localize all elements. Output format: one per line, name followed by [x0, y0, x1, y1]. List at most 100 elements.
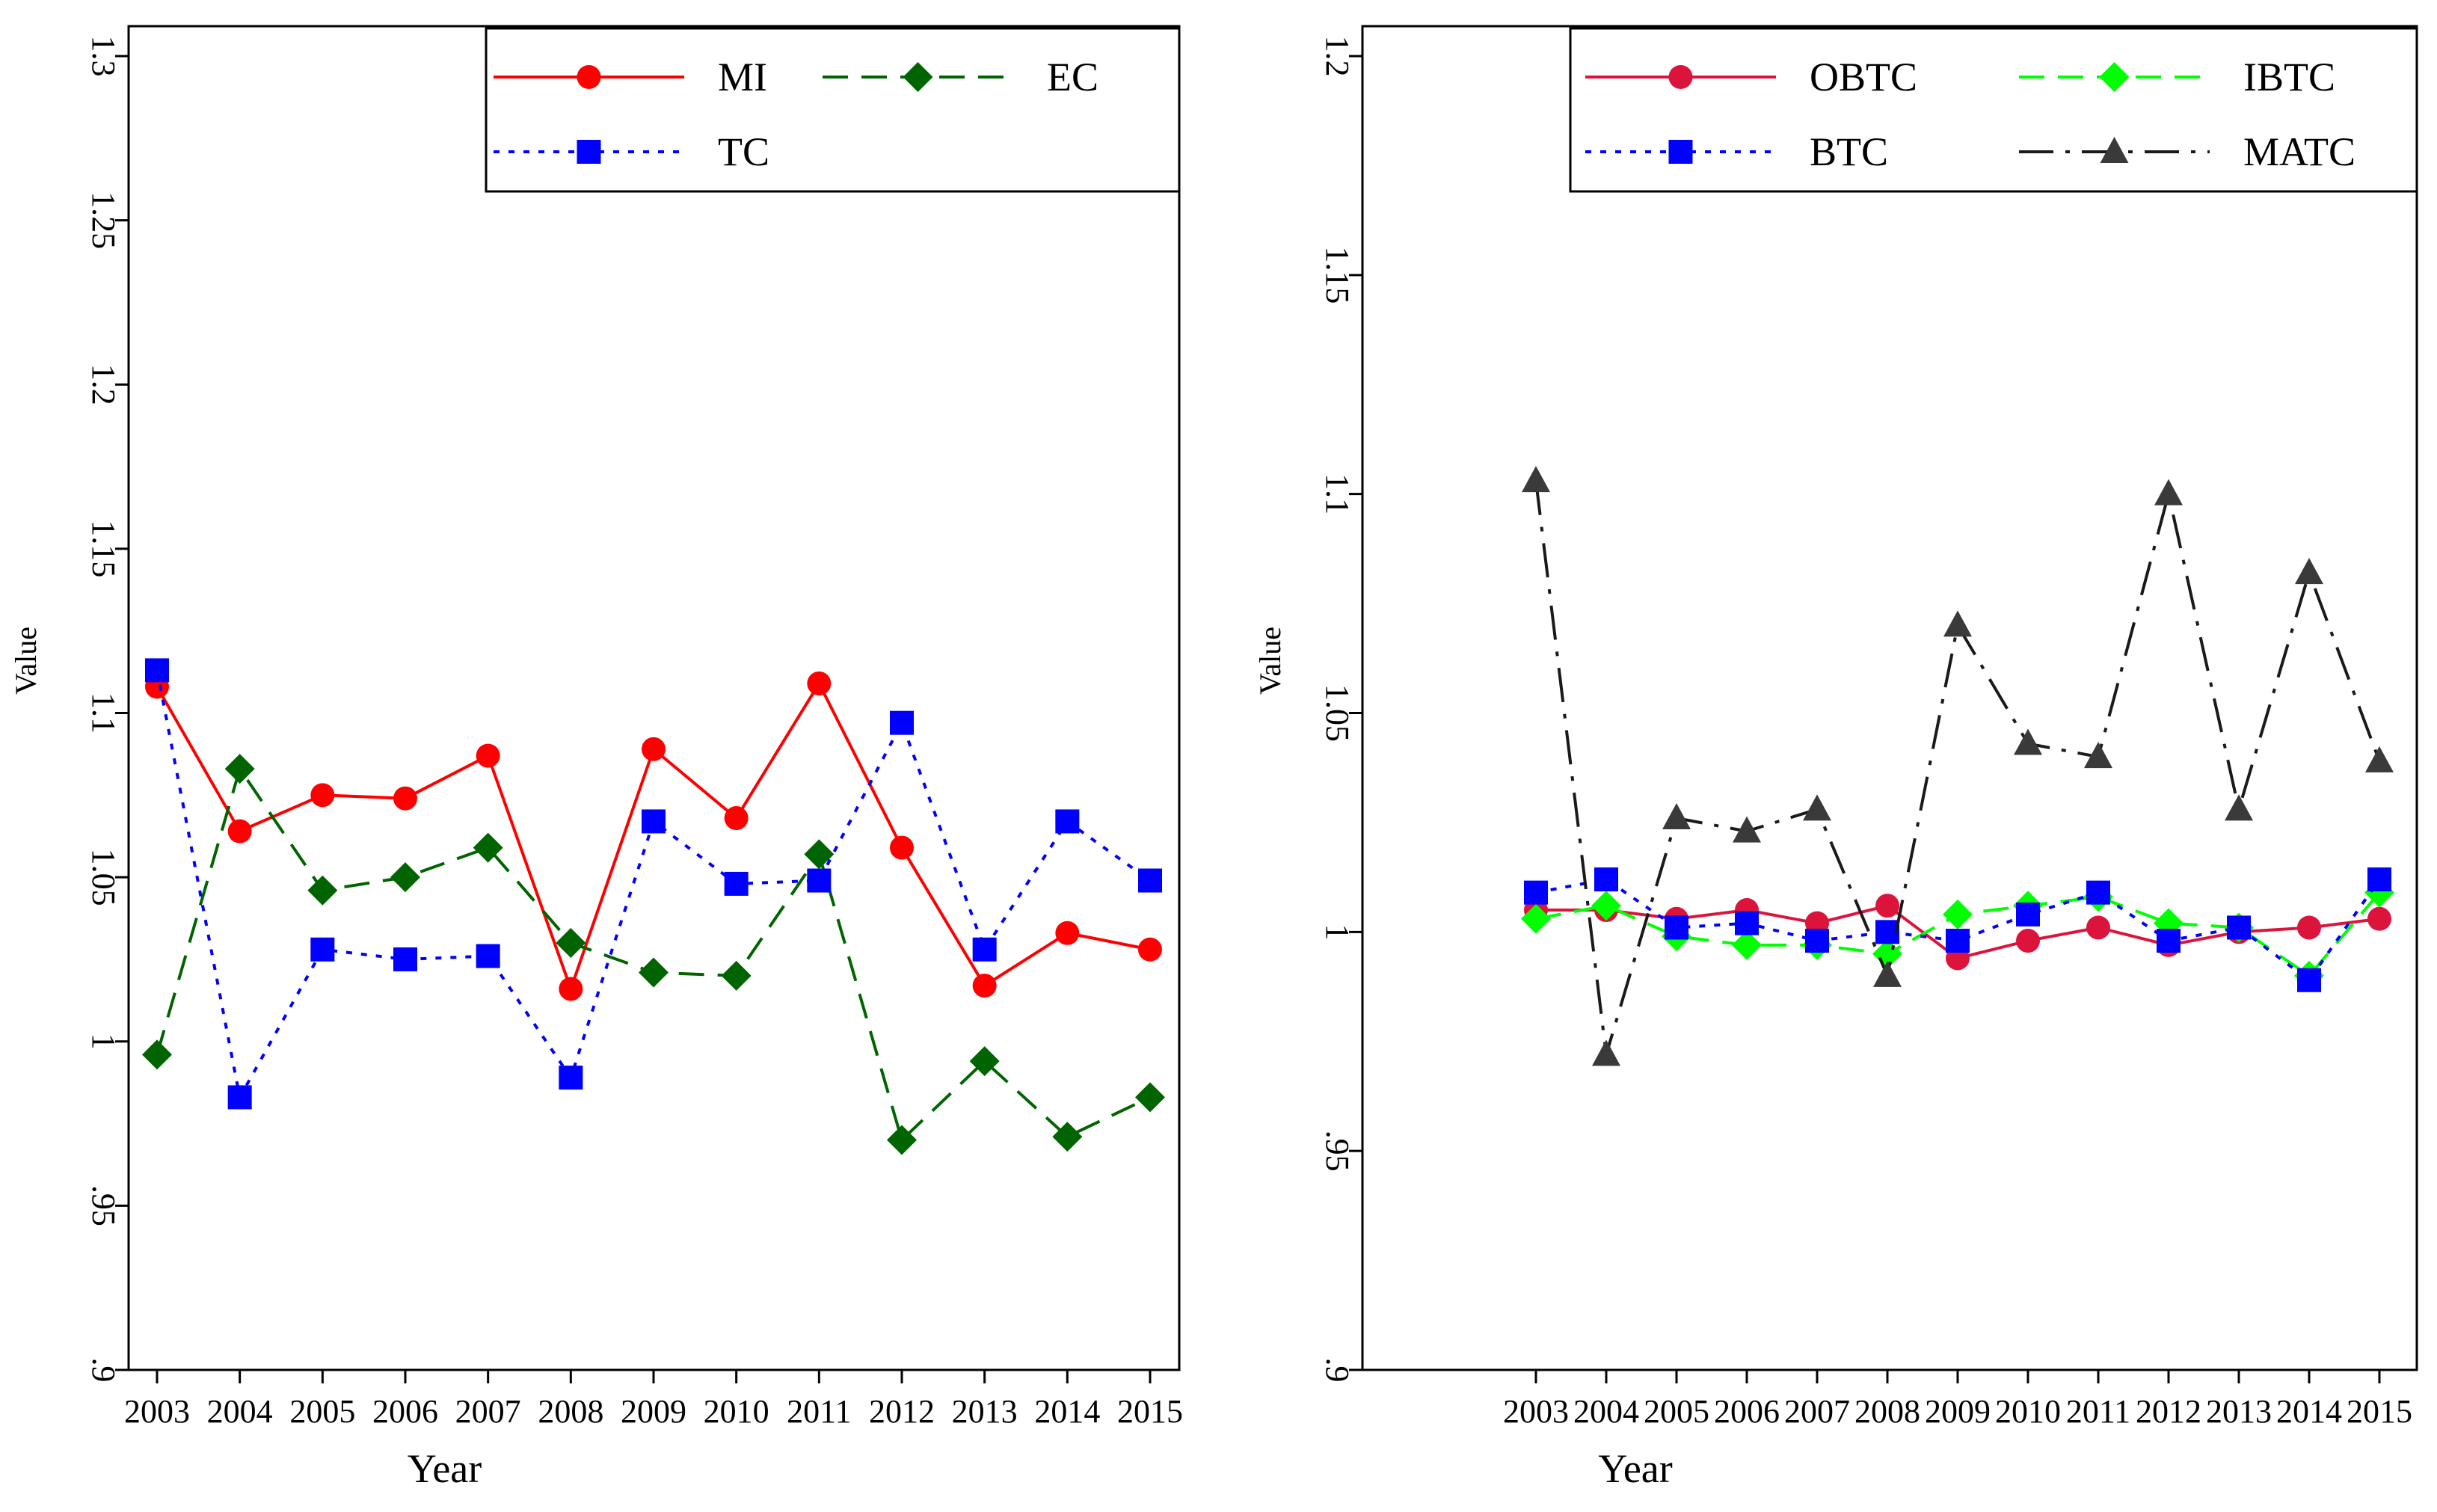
series-btc-point: [2297, 968, 2321, 992]
y-axis-title: Value: [1253, 627, 1287, 695]
series-tc-point: [310, 937, 335, 962]
series-btc-point: [2227, 915, 2251, 940]
series-mi-point: [1055, 921, 1080, 945]
series-mi-point: [310, 783, 335, 808]
series-ibtc-point: [1732, 929, 1762, 960]
series-ec-point: [804, 839, 835, 870]
series-matc-point: [2295, 558, 2323, 585]
series-ec-point: [1052, 1122, 1083, 1152]
x-tick-label: 2009: [621, 1393, 686, 1430]
series-ec-point: [556, 927, 586, 958]
y-tick-label: 1.2: [1319, 36, 1356, 77]
x-tick-label: 2005: [289, 1393, 355, 1430]
series-ec-point: [1135, 1082, 1165, 1113]
y-tick-label: 1.05: [1319, 684, 1356, 742]
y-tick-label: .95: [1319, 1131, 1356, 1172]
series-ec-point: [639, 957, 669, 988]
y-tick-label: 1.1: [85, 692, 122, 734]
x-tick-label: 2011: [787, 1393, 851, 1430]
series-matc-point: [1803, 794, 1831, 821]
plot-frame: [127, 25, 1181, 1371]
legend-tc-label: TC: [718, 129, 769, 174]
legend-btc-label: BTC: [1810, 129, 1888, 174]
series-tc-point: [642, 809, 666, 834]
x-tick-label: 2015: [1117, 1393, 1183, 1430]
series-mi-line: [156, 680, 1151, 994]
series-mi-point: [1138, 937, 1162, 962]
y-tick-label: 1.3: [85, 36, 122, 77]
series-btc-point: [1735, 911, 1759, 935]
chart-panel-left: .9 .95 1 1.05 1.1 1.15 1.2 1.25 1.3 2003 2004 2005 2…: [9, 25, 1183, 1491]
series-matc-point: [2225, 794, 2253, 821]
legend-ec-label: EC: [1047, 55, 1098, 99]
legend-ibtc-marker: [2099, 62, 2130, 92]
y-axis-title: Value: [9, 627, 43, 695]
x-tick-label: 2006: [1714, 1393, 1780, 1430]
series-btc-point: [1594, 867, 1618, 892]
series-ec-point: [473, 832, 503, 863]
series-btc-point: [2367, 867, 2391, 892]
series-tc-point: [890, 710, 914, 735]
x-tick-label: 2013: [952, 1393, 1018, 1430]
legend-box: [485, 27, 1181, 193]
legend-tc-marker: [577, 140, 601, 164]
series-ec-point: [224, 754, 255, 784]
x-axis-title: Year: [408, 1446, 482, 1491]
x-tick-label: 2010: [1995, 1393, 2061, 1430]
series-ibtc-point: [1591, 891, 1621, 921]
legend-btc-marker: [1668, 140, 1693, 164]
series-mi-point: [559, 977, 583, 1001]
series-mi-point: [972, 974, 997, 998]
y-tick-label: 1.2: [85, 364, 122, 405]
x-tick-label: 2011: [2066, 1393, 2130, 1430]
x-tick-label: 2006: [372, 1393, 438, 1430]
series-tc-point: [1138, 868, 1162, 893]
series-mi-point: [890, 835, 914, 860]
series-ec-point: [721, 960, 752, 991]
series-matc-point: [1522, 466, 1550, 493]
series-tc-point: [476, 944, 500, 968]
series-btc-point: [1805, 929, 1829, 953]
x-tick-label: 2014: [1034, 1393, 1100, 1430]
x-tick-label: 2004: [1573, 1393, 1639, 1430]
legend-box: [1569, 27, 2418, 193]
y-tick-label: .9: [1319, 1358, 1356, 1383]
x-axis-title: Year: [1598, 1446, 1673, 1491]
x-tick-label: 2008: [1854, 1393, 1920, 1430]
y-tick-label: 1.15: [1319, 246, 1356, 304]
series-btc-point: [2157, 929, 2181, 953]
series-ec-point: [142, 1039, 172, 1070]
series-obtc-point: [2297, 915, 2321, 940]
x-tick-label: 2010: [704, 1393, 769, 1430]
x-tick-label: 2014: [2276, 1393, 2342, 1430]
series-ibtc-point: [1943, 899, 1973, 929]
y-tick-label: 1: [85, 1033, 122, 1050]
series-ec-point: [887, 1125, 917, 1155]
y-tick-label: .95: [85, 1185, 122, 1226]
series-matc-point: [2154, 479, 2183, 505]
series-tc-point: [807, 868, 832, 893]
x-tick-label: 2007: [1784, 1393, 1850, 1430]
series-ibtc-point: [1521, 903, 1551, 934]
x-tick-label: 2013: [2206, 1393, 2272, 1430]
y-tick-label: 1.25: [85, 191, 122, 249]
series-tc-point: [724, 871, 749, 896]
x-tick-label: 2005: [1644, 1393, 1709, 1430]
series-mi-point: [227, 819, 252, 843]
series-tc-line: [156, 670, 1152, 1102]
legend-matc-label: MATC: [2243, 129, 2355, 174]
series-matc-point: [1943, 610, 1972, 637]
y-tick-label: .9: [85, 1358, 122, 1383]
legend-ec-marker: [903, 62, 933, 92]
series-ec-point: [307, 875, 338, 906]
legend-mi-marker: [577, 65, 601, 89]
series-mi-point: [642, 737, 666, 761]
series-tc-point: [145, 658, 169, 683]
series-btc-point: [2086, 880, 2110, 905]
series-matc-point: [2084, 742, 2112, 769]
series-mi-point: [807, 671, 832, 695]
series-obtc-point: [2016, 929, 2040, 953]
y-tick-label: 1.05: [85, 849, 122, 906]
x-tick-label: 2015: [2347, 1393, 2412, 1430]
